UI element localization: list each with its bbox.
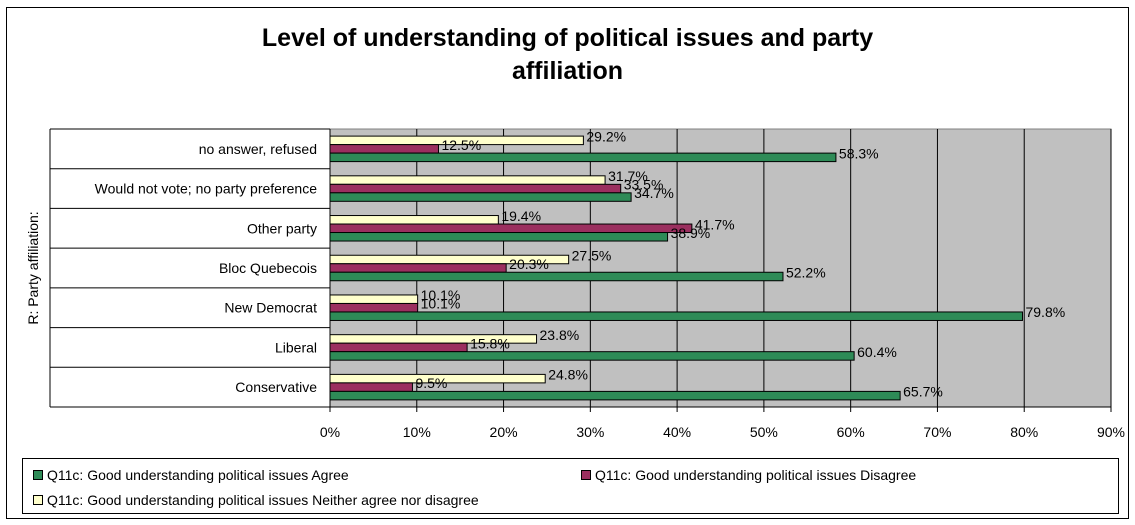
data-label-disagree-4: 10.1%: [421, 296, 461, 312]
data-label-agree-0: 58.3%: [839, 145, 879, 161]
data-label-disagree-6: 9.5%: [415, 375, 447, 391]
legend-item-neither: Q11c: Good understanding political issue…: [33, 492, 479, 508]
legend: Q11c: Good understanding political issue…: [22, 458, 1119, 514]
x-tick-label-8: 80%: [1010, 424, 1038, 440]
data-label-agree-6: 65.7%: [903, 384, 943, 400]
bar-agree-1: [329, 192, 632, 202]
data-label-disagree-1: 33.5%: [624, 177, 664, 193]
bar-disagree-1: [329, 183, 622, 194]
x-tick-label-0: 0%: [320, 424, 340, 440]
chart-title-line-2: affiliation: [511, 57, 624, 85]
data-label-neither-3: 27.5%: [572, 248, 612, 264]
legend-label-agree: Q11c: Good understanding political issue…: [47, 467, 349, 483]
bar-disagree-6: [329, 382, 413, 392]
bar-agree-4: [329, 311, 1023, 321]
x-tick-label-5: 50%: [750, 424, 778, 440]
legend-item-agree: Q11c: Good understanding political issue…: [33, 467, 349, 483]
data-label-neither-4: 10.1%: [421, 287, 461, 303]
category-label-1: Would not vote; no party preference: [95, 181, 318, 197]
data-label-disagree-5: 15.8%: [470, 335, 510, 351]
x-tick-label-1: 10%: [403, 424, 431, 440]
data-label-neither-2: 19.4%: [501, 208, 541, 224]
data-label-neither-1: 31.7%: [608, 168, 648, 184]
x-tick-label-4: 40%: [663, 424, 691, 440]
bar-agree-0: [329, 152, 837, 163]
bar-neither-1: [329, 175, 606, 185]
data-label-agree-4: 79.8%: [1025, 304, 1065, 320]
bar-disagree-0: [329, 144, 439, 154]
data-label-agree-2: 38.9%: [671, 225, 711, 241]
data-label-disagree-2: 41.7%: [695, 216, 735, 232]
bar-disagree-2: [329, 223, 693, 234]
bar-disagree-3: [329, 263, 507, 273]
bar-neither-2: [329, 215, 499, 225]
legend-swatch-disagree: [581, 470, 591, 480]
bar-neither-0: [329, 135, 584, 146]
bar-neither-4: [329, 294, 419, 304]
category-label-6: Conservative: [235, 379, 317, 395]
y-axis-title: R: Party affiliation:: [25, 211, 41, 324]
data-label-neither-0: 29.2%: [586, 128, 626, 144]
data-label-disagree-0: 12.5%: [441, 137, 481, 153]
data-label-neither-6: 24.8%: [548, 367, 588, 383]
legend-item-disagree: Q11c: Good understanding political issue…: [581, 467, 916, 483]
legend-label-disagree: Q11c: Good understanding political issue…: [595, 467, 917, 483]
bar-agree-6: [329, 390, 901, 401]
legend-label-neither: Q11c: Good understanding political issue…: [47, 492, 479, 508]
category-label-0: no answer, refused: [199, 141, 317, 157]
category-label-2: Other party: [247, 220, 317, 236]
x-tick-label-9: 90%: [1097, 424, 1125, 440]
category-label-4: New Democrat: [224, 300, 317, 316]
legend-swatch-neither: [33, 495, 43, 505]
category-label-3: Bloc Quebecois: [219, 260, 317, 276]
x-tick-label-2: 20%: [490, 424, 518, 440]
x-tick-label-6: 60%: [837, 424, 865, 440]
bar-neither-6: [329, 373, 546, 384]
x-tick-label-7: 70%: [923, 424, 951, 440]
data-label-neither-5: 23.8%: [540, 327, 580, 343]
data-label-agree-1: 34.7%: [634, 185, 674, 201]
data-label-disagree-3: 20.3%: [509, 256, 549, 272]
x-tick-label-3: 30%: [576, 424, 604, 440]
chart-title: Level of understanding of political issu…: [0, 22, 1135, 88]
data-label-agree-3: 52.2%: [786, 265, 826, 281]
data-label-agree-5: 60.4%: [857, 344, 897, 360]
bar-disagree-4: [329, 302, 419, 313]
category-label-5: Liberal: [275, 339, 317, 355]
bar-agree-3: [329, 271, 784, 282]
legend-swatch-agree: [33, 470, 43, 480]
chart-title-line-1: Level of understanding of political issu…: [261, 24, 874, 52]
bar-agree-2: [329, 232, 669, 242]
bar-agree-5: [329, 351, 855, 361]
bar-disagree-5: [329, 342, 468, 353]
